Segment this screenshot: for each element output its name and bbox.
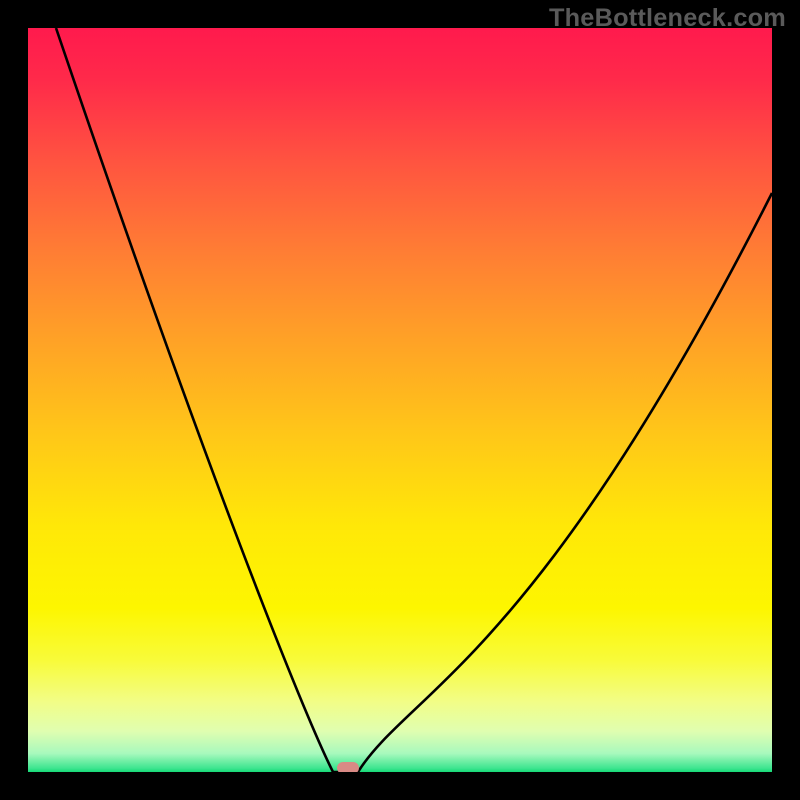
optimal-marker [337,762,359,772]
watermark-text: TheBottleneck.com [0,4,786,33]
plot-area [28,28,772,772]
curve-right-branch [358,193,772,772]
bottleneck-curve [28,28,772,772]
curve-left-branch [56,28,333,772]
